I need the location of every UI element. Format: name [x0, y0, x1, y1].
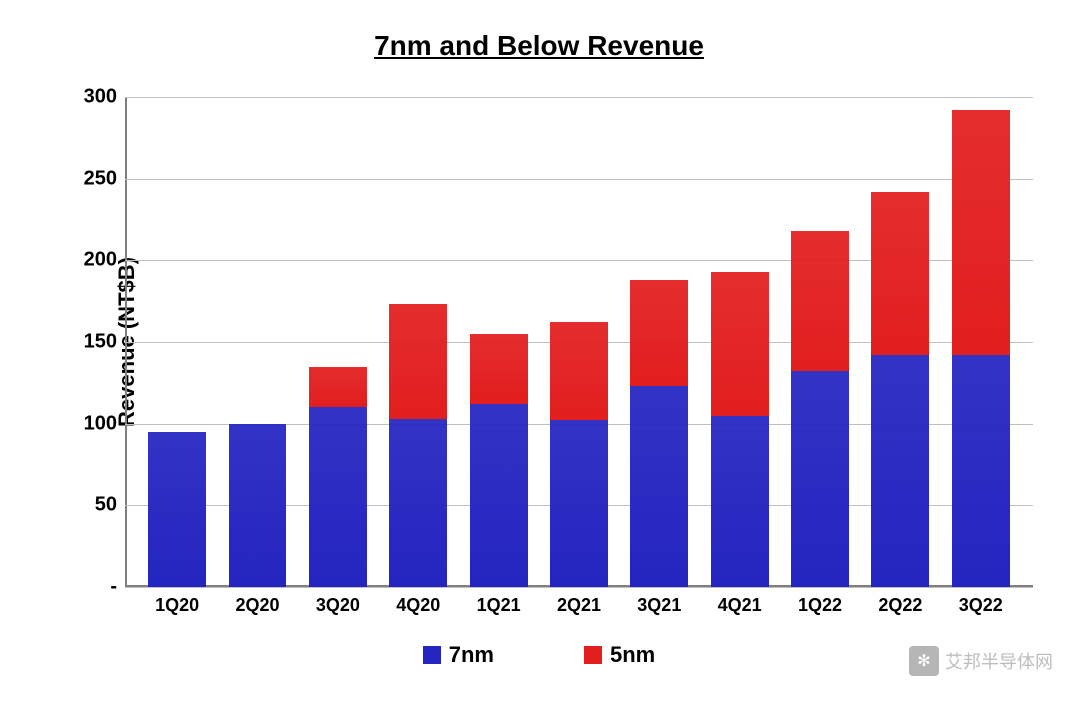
bar-segment-7nm	[711, 416, 769, 588]
bar-segment-7nm	[389, 419, 447, 587]
bar-stack	[791, 231, 849, 587]
bar-segment-5nm	[389, 304, 447, 418]
bar-segment-7nm	[550, 420, 608, 587]
x-tick-label: 3Q22	[959, 595, 1003, 616]
bar-group: 1Q20	[137, 97, 217, 587]
bar-segment-7nm	[871, 355, 929, 587]
y-tick-label: 50	[67, 494, 117, 517]
x-tick-label: 1Q21	[477, 595, 521, 616]
bar-segment-7nm	[229, 424, 287, 587]
bar-stack	[711, 272, 769, 587]
bar-group: 2Q22	[860, 97, 940, 587]
bar-group: 1Q21	[458, 97, 538, 587]
bar-stack	[148, 432, 206, 587]
bars-container: 1Q202Q203Q204Q201Q212Q213Q214Q211Q222Q22…	[125, 97, 1033, 587]
bar-stack	[229, 424, 287, 587]
y-tick-label: 150	[67, 331, 117, 354]
bar-stack	[630, 280, 688, 587]
bar-segment-5nm	[711, 272, 769, 416]
watermark-text: 艾邦半导体网	[945, 648, 1053, 674]
legend-swatch	[423, 646, 441, 664]
x-tick-label: 3Q21	[637, 595, 681, 616]
gridline	[125, 587, 1033, 588]
bar-segment-5nm	[791, 231, 849, 371]
chart-title: 7nm and Below Revenue	[30, 30, 1048, 62]
bar-group: 4Q21	[700, 97, 780, 587]
bar-segment-5nm	[871, 192, 929, 355]
legend-label: 5nm	[610, 642, 655, 668]
legend-swatch	[584, 646, 602, 664]
bar-group: 2Q20	[217, 97, 297, 587]
plot-area: -50100150200250300 1Q202Q203Q204Q201Q212…	[125, 97, 1033, 587]
x-tick-label: 4Q20	[396, 595, 440, 616]
bar-group: 3Q21	[619, 97, 699, 587]
wechat-icon: ✻	[909, 646, 939, 676]
bar-stack	[550, 322, 608, 587]
bar-segment-7nm	[791, 371, 849, 587]
bar-stack	[309, 367, 367, 587]
bar-segment-5nm	[952, 110, 1010, 355]
bar-group: 3Q20	[298, 97, 378, 587]
bar-stack	[871, 192, 929, 587]
bar-segment-5nm	[630, 280, 688, 386]
bar-group: 4Q20	[378, 97, 458, 587]
y-tick-label: 300	[67, 86, 117, 109]
bar-group: 2Q21	[539, 97, 619, 587]
bar-stack	[952, 110, 1010, 587]
bar-segment-5nm	[550, 322, 608, 420]
bar-group: 3Q22	[941, 97, 1021, 587]
bar-segment-7nm	[309, 407, 367, 587]
legend-item: 5nm	[584, 642, 655, 668]
x-tick-label: 4Q21	[718, 595, 762, 616]
y-tick-label: 200	[67, 249, 117, 272]
y-tick-label: -	[67, 576, 117, 599]
x-tick-label: 2Q20	[236, 595, 280, 616]
bar-segment-7nm	[952, 355, 1010, 587]
bar-stack	[389, 304, 447, 587]
chart-container: 7nm and Below Revenue Revenue (NT$B) -50…	[0, 0, 1078, 716]
y-tick-label: 100	[67, 412, 117, 435]
legend-item: 7nm	[423, 642, 494, 668]
bar-segment-7nm	[148, 432, 206, 587]
legend: 7nm 5nm	[30, 642, 1048, 668]
watermark: ✻ 艾邦半导体网	[909, 646, 1053, 676]
y-tick-label: 250	[67, 167, 117, 190]
bar-segment-7nm	[630, 386, 688, 587]
x-tick-label: 2Q21	[557, 595, 601, 616]
x-tick-label: 1Q22	[798, 595, 842, 616]
x-tick-label: 1Q20	[155, 595, 199, 616]
bar-group: 1Q22	[780, 97, 860, 587]
bar-stack	[470, 334, 528, 587]
bar-segment-7nm	[470, 404, 528, 587]
bar-segment-5nm	[470, 334, 528, 404]
x-tick-label: 3Q20	[316, 595, 360, 616]
bar-segment-5nm	[309, 367, 367, 408]
legend-label: 7nm	[449, 642, 494, 668]
x-tick-label: 2Q22	[878, 595, 922, 616]
